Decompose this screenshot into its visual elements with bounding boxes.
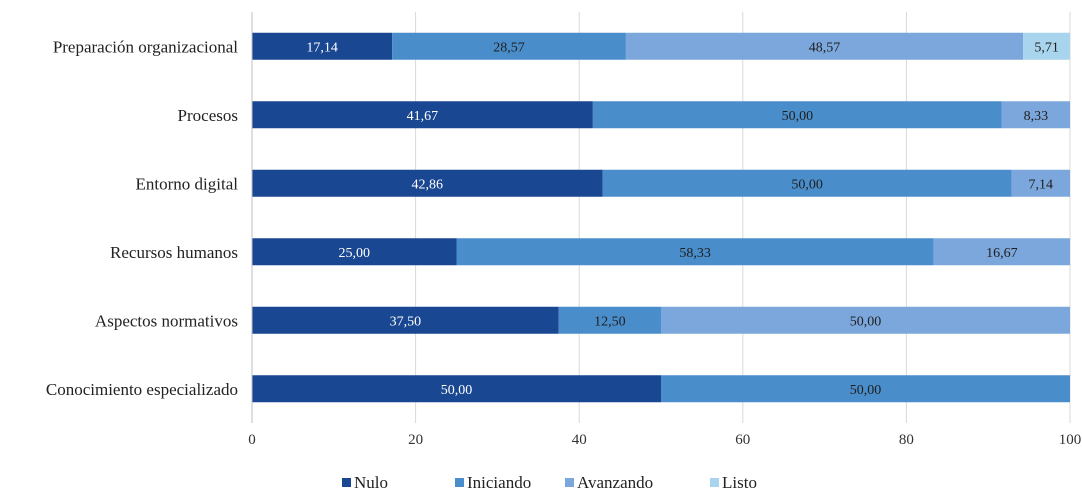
bar-segment: [602, 169, 1012, 197]
legend-swatch: [342, 478, 351, 487]
bar-data-label: 17,14: [306, 40, 338, 55]
category-label: Conocimiento especializado: [46, 380, 238, 399]
bar-segment: [252, 101, 593, 129]
bar-data-label: 7,14: [1029, 177, 1054, 192]
bar-data-label: 28,57: [493, 40, 525, 55]
category-label: Aspectos normativos: [95, 311, 238, 330]
bar-segment: [933, 238, 1070, 266]
bar-segment: [661, 306, 1070, 334]
bar-segment: [252, 169, 603, 197]
bar-segment: [1011, 169, 1070, 197]
axis: 0 20 40 60 80 100: [248, 12, 1081, 448]
bar-data-label: 50,00: [850, 314, 882, 329]
bar-segment: [661, 375, 1070, 403]
bar-segment: [456, 238, 934, 266]
x-tick-label: 40: [572, 432, 587, 448]
bar-data-label: 50,00: [782, 109, 814, 124]
bars: 17,14 28,57 48,57 5,71 41,67 50,00 8,33 42,86 50…: [252, 32, 1070, 403]
bar-data-label: 37,50: [390, 314, 422, 329]
legend-swatch: [455, 478, 464, 487]
bar-data-label: 25,00: [339, 246, 371, 261]
bar-segment: [392, 32, 626, 60]
legend-label: Nulo: [354, 473, 388, 492]
bar-data-label: 50,00: [850, 383, 882, 398]
legend: Nulo Iniciando Avanzando Listo: [342, 473, 757, 492]
legend-label: Avanzando: [577, 473, 653, 492]
bar-segment: [252, 306, 559, 334]
bar-segment: [252, 375, 661, 403]
bar-segment: [558, 306, 661, 334]
legend-label: Listo: [722, 473, 757, 492]
bar-segment: [1023, 32, 1070, 60]
bar-data-label: 8,33: [1024, 109, 1049, 124]
bar-segment: [252, 32, 393, 60]
category-label: Recursos humanos: [110, 243, 238, 262]
x-tick-label: 80: [899, 432, 914, 448]
x-tick-label: 100: [1059, 432, 1082, 448]
category-label: Preparación organizacional: [53, 37, 238, 56]
bar-data-label: 48,57: [809, 40, 841, 55]
bar-data-label: 50,00: [441, 383, 473, 398]
bar-data-label: 5,71: [1034, 40, 1059, 55]
bar-segment: [625, 32, 1024, 60]
bar-segment: [1001, 101, 1070, 129]
bar-segment: [252, 238, 457, 266]
bar-data-label: 42,86: [412, 177, 444, 192]
bar-data-label: 16,67: [986, 246, 1018, 261]
bar-segment: [592, 101, 1002, 129]
grid-lines: [415, 12, 1071, 423]
bar-data-label: 12,50: [594, 314, 626, 329]
legend-swatch: [565, 478, 574, 487]
bar-data-label: 41,67: [407, 109, 439, 124]
bar-data-label: 58,33: [679, 246, 711, 261]
category-labels: Preparación organizacional Procesos Entorn…: [46, 37, 238, 399]
category-label: Entorno digital: [136, 174, 239, 193]
x-tick-label: 60: [735, 432, 750, 448]
x-tick-label: 20: [408, 432, 423, 448]
category-label: Procesos: [178, 106, 238, 125]
x-tick-label: 0: [248, 432, 256, 448]
bar-data-label: 50,00: [791, 177, 823, 192]
legend-swatch: [710, 478, 719, 487]
legend-label: Iniciando: [467, 473, 531, 492]
